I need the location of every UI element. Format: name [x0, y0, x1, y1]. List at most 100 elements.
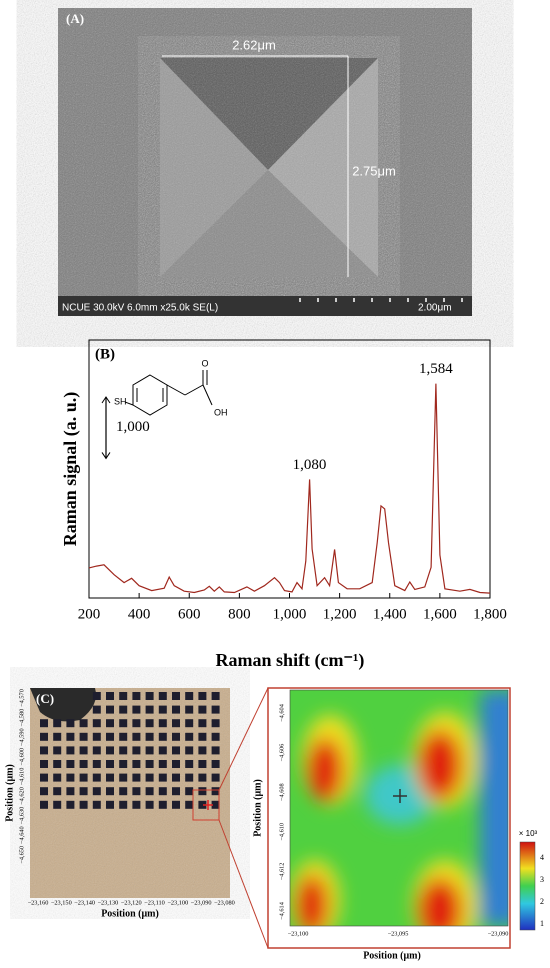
pattern-square: [185, 746, 194, 755]
peak-label: 1,080: [293, 457, 327, 473]
sem-info: NCUE 30.0kV 6.0mm x25.0k SE(L): [62, 303, 218, 314]
pattern-square: [66, 773, 75, 782]
pattern-square: [106, 692, 114, 700]
pattern-square: [79, 732, 88, 741]
x-tick-label: 1,800: [473, 606, 507, 622]
pattern-square: [211, 719, 220, 728]
pattern-square: [106, 746, 114, 755]
pattern-square: [92, 746, 101, 755]
peak-label: 1,584: [419, 361, 453, 377]
x-tick-label: 600: [178, 606, 201, 622]
pattern-square: [198, 773, 207, 782]
pattern-square: [132, 746, 141, 755]
pattern-square: [211, 787, 220, 796]
pattern-square: [172, 760, 180, 768]
pattern-square: [66, 732, 75, 741]
pattern-square: [66, 760, 75, 768]
pattern-square: [53, 732, 62, 741]
pattern-square: [40, 746, 48, 755]
pattern-square: [132, 800, 141, 809]
pattern-square: [172, 732, 180, 741]
x-tick-label: 800: [228, 606, 251, 622]
y-tick-label: −4,650: [18, 846, 25, 864]
scale-label: 1,000: [116, 419, 150, 435]
pattern-square: [40, 787, 48, 796]
x-axis-label: Position (μm): [363, 950, 421, 961]
colorbar-tick-label: 2: [540, 897, 544, 906]
pattern-square: [106, 800, 114, 809]
pattern-square: [185, 692, 194, 700]
pattern-square: [198, 719, 207, 728]
x-tick-label: −23,160: [28, 899, 49, 906]
pattern-square: [211, 773, 220, 782]
pattern-square: [132, 760, 141, 768]
pattern-square: [172, 773, 180, 782]
x-tick-label: 1,600: [423, 606, 457, 622]
pattern-square: [92, 800, 101, 809]
pattern-square: [119, 732, 128, 741]
y-tick-label: −4,614: [278, 901, 285, 920]
raman-mapping: (C) Position (μm) Position (μm) Position…: [4, 687, 544, 961]
pattern-square: [145, 732, 154, 741]
pattern-square: [172, 719, 180, 728]
pattern-square: [40, 719, 48, 728]
pattern-square: [106, 773, 114, 782]
x-tick-label: −23,090: [191, 899, 212, 906]
x-tick-label: −23,100: [288, 930, 309, 937]
pattern-square: [66, 719, 75, 728]
pattern-square: [66, 746, 75, 755]
y-tick-label: −4,580: [18, 709, 25, 727]
pattern-square: [198, 760, 207, 768]
pattern-square: [198, 800, 207, 809]
y-axis-label: Raman signal (a. u.): [60, 392, 81, 547]
pattern-square: [53, 760, 62, 768]
pattern-square: [158, 800, 167, 809]
pattern-square: [185, 787, 194, 796]
pattern-square: [66, 800, 75, 809]
pattern-square: [53, 773, 62, 782]
pattern-square: [185, 760, 194, 768]
pattern-square: [92, 773, 101, 782]
pattern-square: [79, 800, 88, 809]
pattern-square: [132, 787, 141, 796]
pattern-square: [211, 692, 220, 700]
pattern-square: [158, 692, 167, 700]
pattern-square: [92, 692, 101, 700]
x-tick-label: −23,080: [214, 899, 235, 906]
pattern-square: [198, 692, 207, 700]
pattern-square: [145, 800, 154, 809]
x-tick-label: 1,000: [273, 606, 307, 622]
pattern-square: [132, 773, 141, 782]
pattern-square: [211, 705, 220, 714]
height-label: 2.75μm: [352, 163, 396, 178]
pattern-square: [92, 705, 101, 714]
x-tick-label: −23,150: [51, 899, 72, 906]
pattern-square: [132, 692, 141, 700]
pattern-square: [119, 800, 128, 809]
panel-label: (A): [66, 11, 84, 26]
pattern-square: [172, 692, 180, 700]
pattern-square: [106, 787, 114, 796]
pattern-square: [132, 705, 141, 714]
spectrum-line: [88, 383, 491, 594]
pattern-square: [145, 787, 154, 796]
colorbar-tick-label: 1: [540, 919, 544, 928]
x-tick-label: −23,110: [144, 899, 165, 906]
pattern-square: [158, 773, 167, 782]
pattern-square: [106, 719, 114, 728]
pattern-square: [185, 732, 194, 741]
panel-label: (B): [95, 346, 115, 362]
pattern-square: [158, 732, 167, 741]
x-tick-label: −23,100: [167, 899, 188, 906]
pattern-square: [132, 719, 141, 728]
pattern-square: [211, 800, 220, 809]
pattern-square: [53, 787, 62, 796]
pattern-square: [132, 732, 141, 741]
width-label: 2.62μm: [232, 37, 276, 52]
pattern-square: [145, 773, 154, 782]
pattern-square: [40, 800, 48, 809]
y-tick-label: −4,606: [278, 744, 285, 762]
pattern-square: [185, 705, 194, 714]
pattern-square: [172, 787, 180, 796]
